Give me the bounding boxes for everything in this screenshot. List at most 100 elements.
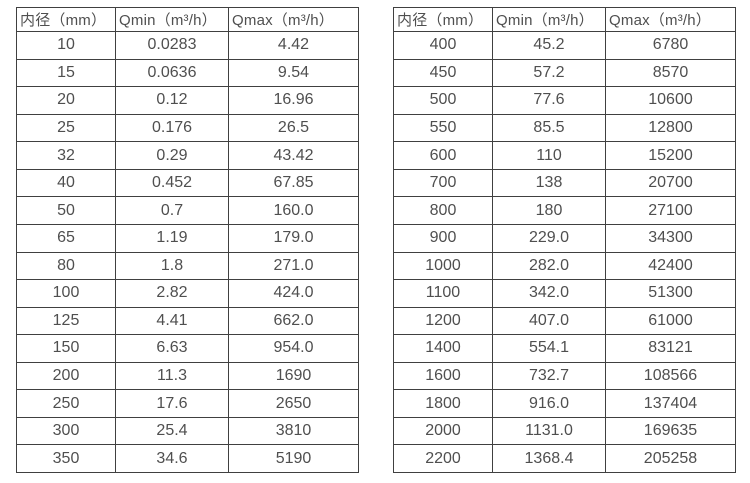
header-diameter: 内径（mm） — [16, 7, 116, 32]
table-cell: 10 — [16, 31, 116, 60]
table-cell: 50 — [16, 196, 116, 225]
table-cell: 16.96 — [228, 86, 359, 115]
table-cell: 34.6 — [115, 444, 229, 473]
table-cell: 8570 — [605, 58, 736, 88]
table-row: 15 0.0636 9.54 — [16, 58, 359, 88]
table-cell: 2650 — [228, 389, 359, 418]
table-cell: 4.41 — [115, 306, 229, 336]
table-cell: 15200 — [605, 141, 736, 170]
table-row: 20 0.12 16.96 — [16, 86, 359, 115]
table-cell: 26.5 — [228, 113, 359, 143]
table-cell: 229.0 — [492, 223, 606, 253]
table-row: 40 0.452 67.85 — [16, 168, 359, 198]
table-row: 1200 407.0 61000 — [393, 306, 736, 336]
header-row: 内径（mm） Qmin（m³/h） Qmax（m³/h） — [393, 7, 736, 32]
table-cell: 0.29 — [115, 141, 229, 170]
table-cell: 42400 — [605, 251, 736, 281]
table-header: 内径（mm） Qmin（m³/h） Qmax（m³/h） — [393, 7, 736, 32]
table-cell: 25.4 — [115, 416, 229, 446]
table-cell: 0.0283 — [115, 31, 229, 60]
table-cell: 4.42 — [228, 31, 359, 60]
large-diameter-flow-table: 内径（mm） Qmin（m³/h） Qmax（m³/h） 400 45.2 6780… — [393, 7, 736, 473]
table-cell: 0.0636 — [115, 58, 229, 88]
table-row: 1100 342.0 51300 — [393, 279, 736, 308]
table-cell: 6.63 — [115, 334, 229, 363]
table-cell: 1131.0 — [492, 416, 606, 446]
table-cell: 954.0 — [228, 334, 359, 363]
table-cell: 1368.4 — [492, 444, 606, 473]
table-row: 400 45.2 6780 — [393, 31, 736, 60]
table-row: 1000 282.0 42400 — [393, 251, 736, 281]
table-cell: 916.0 — [492, 389, 606, 418]
table-cell: 180 — [492, 196, 606, 225]
table-cell: 1800 — [393, 389, 493, 418]
table-cell: 2.82 — [115, 279, 229, 308]
table-row: 800 180 27100 — [393, 196, 736, 225]
table-row: 700 138 20700 — [393, 168, 736, 198]
table-cell: 450 — [393, 58, 493, 88]
table-cell: 137404 — [605, 389, 736, 418]
header-qmax: Qmax（m³/h） — [228, 7, 359, 32]
table-row: 50 0.7 160.0 — [16, 196, 359, 225]
table-cell: 2000 — [393, 416, 493, 446]
table-cell: 1690 — [228, 361, 359, 391]
header-row: 内径（mm） Qmin（m³/h） Qmax（m³/h） — [16, 7, 359, 32]
table-cell: 108566 — [605, 361, 736, 391]
table-cell: 424.0 — [228, 279, 359, 308]
table-cell: 100 — [16, 279, 116, 308]
table-cell: 138 — [492, 168, 606, 198]
table-row: 600 110 15200 — [393, 141, 736, 170]
table-cell: 282.0 — [492, 251, 606, 281]
table-cell: 1000 — [393, 251, 493, 281]
table-cell: 1400 — [393, 334, 493, 363]
table-row: 100 2.82 424.0 — [16, 279, 359, 308]
table-cell: 554.1 — [492, 334, 606, 363]
table-cell: 1600 — [393, 361, 493, 391]
table-cell: 342.0 — [492, 279, 606, 308]
table-cell: 662.0 — [228, 306, 359, 336]
header-qmin: Qmin（m³/h） — [492, 7, 606, 32]
table-cell: 110 — [492, 141, 606, 170]
table-cell: 732.7 — [492, 361, 606, 391]
table-cell: 0.12 — [115, 86, 229, 115]
table-cell: 0.7 — [115, 196, 229, 225]
table-cell: 6780 — [605, 31, 736, 60]
table-cell: 2200 — [393, 444, 493, 473]
table-row: 250 17.6 2650 — [16, 389, 359, 418]
header-qmin: Qmin（m³/h） — [115, 7, 229, 32]
table-cell: 77.6 — [492, 86, 606, 115]
table-cell: 34300 — [605, 223, 736, 253]
table-row: 10 0.0283 4.42 — [16, 31, 359, 60]
table-cell: 1200 — [393, 306, 493, 336]
table-cell: 800 — [393, 196, 493, 225]
table-cell: 250 — [16, 389, 116, 418]
table-cell: 1.8 — [115, 251, 229, 281]
table-cell: 80 — [16, 251, 116, 281]
table-cell: 300 — [16, 416, 116, 446]
table-cell: 10600 — [605, 86, 736, 115]
table-cell: 61000 — [605, 306, 736, 336]
table-cell: 271.0 — [228, 251, 359, 281]
table-cell: 160.0 — [228, 196, 359, 225]
table-cell: 179.0 — [228, 223, 359, 253]
table-cell: 67.85 — [228, 168, 359, 198]
table-cell: 600 — [393, 141, 493, 170]
table-row: 550 85.5 12800 — [393, 113, 736, 143]
table-row: 1800 916.0 137404 — [393, 389, 736, 418]
table-cell: 11.3 — [115, 361, 229, 391]
table-body: 10 0.0283 4.42 15 0.0636 9.54 20 0.12 16.96 25 0.1… — [16, 31, 359, 473]
table-cell: 17.6 — [115, 389, 229, 418]
table-row: 500 77.6 10600 — [393, 86, 736, 115]
table-cell: 45.2 — [492, 31, 606, 60]
small-diameter-flow-table: 内径（mm） Qmin（m³/h） Qmax（m³/h） 10 0.0283 4.4… — [16, 7, 359, 473]
table-row: 350 34.6 5190 — [16, 444, 359, 473]
table-cell: 83121 — [605, 334, 736, 363]
table-cell: 407.0 — [492, 306, 606, 336]
table-row: 150 6.63 954.0 — [16, 334, 359, 363]
table-row: 1600 732.7 108566 — [393, 361, 736, 391]
table-cell: 32 — [16, 141, 116, 170]
table-cell: 51300 — [605, 279, 736, 308]
table-cell: 1100 — [393, 279, 493, 308]
table-cell: 400 — [393, 31, 493, 60]
table-row: 1400 554.1 83121 — [393, 334, 736, 363]
